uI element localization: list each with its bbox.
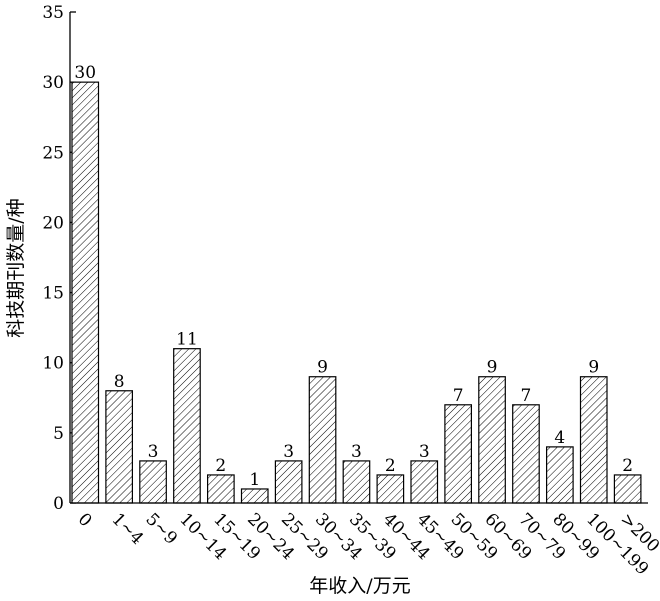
bar xyxy=(444,404,472,504)
data-label: 2 xyxy=(622,456,633,476)
data-label: 1 xyxy=(249,470,260,490)
bar xyxy=(342,460,371,504)
y-tick-label: 30 xyxy=(42,73,64,93)
bar xyxy=(512,404,540,504)
bar xyxy=(579,376,608,504)
data-label: 3 xyxy=(148,442,159,462)
x-axis: 0 1~45~910~1415~1920~2425~2930~3435~3940~… xyxy=(70,502,660,579)
data-label: 7 xyxy=(521,386,532,406)
data-label: 3 xyxy=(283,442,294,462)
bar xyxy=(173,348,201,504)
x-tick-label: 1~4 xyxy=(108,509,148,549)
data-label: 8 xyxy=(114,372,125,392)
data-label: 2 xyxy=(385,456,396,476)
data-label: 9 xyxy=(487,358,498,378)
y-tick-label: 0 xyxy=(53,494,64,514)
data-label: 3 xyxy=(351,442,362,462)
bar xyxy=(207,474,235,504)
bar xyxy=(410,460,439,504)
bar xyxy=(105,390,134,504)
y-tick-label: 25 xyxy=(42,143,64,163)
data-label: 7 xyxy=(453,386,464,406)
data-label: 30 xyxy=(74,63,96,83)
y-tick-label: 35 xyxy=(42,3,64,23)
bar xyxy=(240,488,269,504)
y-axis: 0 5 10 15 20 25 30 35 xyxy=(42,3,76,514)
bar xyxy=(613,474,642,504)
y-tick-label: 10 xyxy=(42,354,64,374)
x-tick-label: 0 xyxy=(74,509,96,531)
data-label: 9 xyxy=(588,358,599,378)
bar xyxy=(545,446,574,504)
x-tick-label: 5~9 xyxy=(142,509,182,549)
bars: 30 8 3 11 2 1 3 9 3 2 3 7 9 7 4 9 2 xyxy=(71,63,642,504)
data-label: 3 xyxy=(419,442,430,462)
y-tick-label: 15 xyxy=(42,284,64,304)
bar xyxy=(71,81,100,504)
x-axis-title: 年收入/万元 xyxy=(309,575,410,597)
bar xyxy=(376,474,405,504)
data-label: 11 xyxy=(176,330,198,350)
bar xyxy=(478,376,506,504)
bar xyxy=(308,376,337,504)
bar xyxy=(274,460,303,504)
y-tick-label: 5 xyxy=(53,424,64,444)
bar xyxy=(139,460,167,504)
data-label: 9 xyxy=(317,358,328,378)
data-label: 2 xyxy=(215,456,226,476)
y-axis-title: 科技期刊数量/种 xyxy=(5,198,27,337)
data-label: 4 xyxy=(554,428,565,448)
y-tick-label: 20 xyxy=(42,213,64,233)
